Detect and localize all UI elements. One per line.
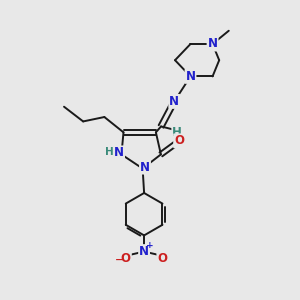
- Text: O: O: [174, 134, 184, 147]
- Text: N: N: [169, 95, 179, 108]
- Text: O: O: [121, 252, 131, 265]
- Text: N: N: [140, 160, 150, 174]
- Text: O: O: [158, 252, 167, 265]
- Text: N: N: [185, 70, 196, 83]
- Text: +: +: [146, 241, 153, 250]
- Text: N: N: [139, 245, 149, 258]
- Text: H: H: [105, 147, 113, 157]
- Text: N: N: [208, 38, 218, 50]
- Text: −: −: [115, 254, 124, 265]
- Text: H: H: [172, 126, 182, 139]
- Text: N: N: [114, 146, 124, 159]
